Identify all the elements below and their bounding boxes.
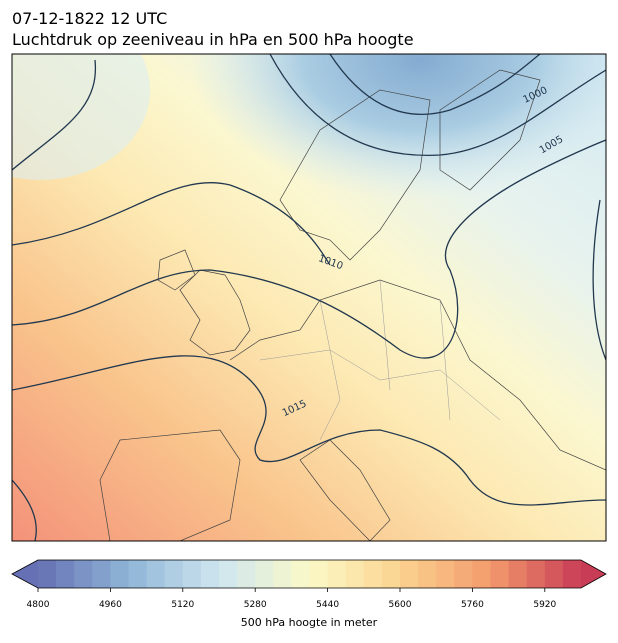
colorbar-swatch [291,560,310,588]
colorbar-swatch [38,560,57,588]
colorbar-swatch [418,560,437,588]
colorbar-swatch [200,560,220,588]
colorbar-swatch [508,560,528,588]
colorbar-swatch [526,560,546,588]
colorbar-swatch [92,560,111,588]
colorbar-swatch [110,560,129,588]
colorbar-swatch [309,560,329,588]
colorbar: 4800 4960 5120 5280 5440 5600 5760 5920 [11,559,607,610]
colorbar-swatch [255,560,274,588]
colorbar-swatch [273,560,292,588]
colorbar-swatch [219,560,238,588]
colorbar-tick-label: 5440 [316,600,339,610]
map: 1000 1005 1010 1015 [12,54,606,541]
colorbar-swatch [544,560,564,588]
colorbar-tick-label: 4960 [99,600,122,610]
colorbar-swatch [327,560,347,588]
colorbar-tick-label: 4800 [27,600,50,610]
colorbar-extend-high [581,560,606,588]
colorbar-swatch [490,560,510,588]
colorbar-swatch [128,560,148,588]
colorbar-tick-label: 5760 [461,600,484,610]
colorbar-swatch [56,560,75,588]
title: 07-12-1822 12 UTC [12,9,167,28]
colorbar-swatch [237,560,256,588]
colorbar-swatch [400,560,419,588]
colorbar-swatch [436,560,455,588]
map-frame [11,53,607,542]
colorbar-swatch [164,560,184,588]
subtitle: Luchtdruk op zeeniveau in hPa en 500 hPa… [12,30,414,49]
colorbar-swatch [381,560,401,588]
colorbar-label: 500 hPa hoogte in meter [241,616,378,629]
colorbar-tick-label: 5920 [533,600,556,610]
colorbar-swatch [345,560,365,588]
colorbar-swatch [146,560,166,588]
colorbar-extend-low [12,560,38,588]
colorbar-swatch [562,560,582,588]
colorbar-swatch [74,560,93,588]
colorbar-swatch [454,560,473,588]
colorbar-outline [11,559,607,589]
colorbar-swatch [363,560,383,588]
colorbar-swatch [182,560,202,588]
colorbar-swatch [472,560,491,588]
colorbar-tick-label: 5600 [389,600,412,610]
colorbar-tick-label: 5120 [171,600,194,610]
colorbar-tick-label: 5280 [244,600,267,610]
